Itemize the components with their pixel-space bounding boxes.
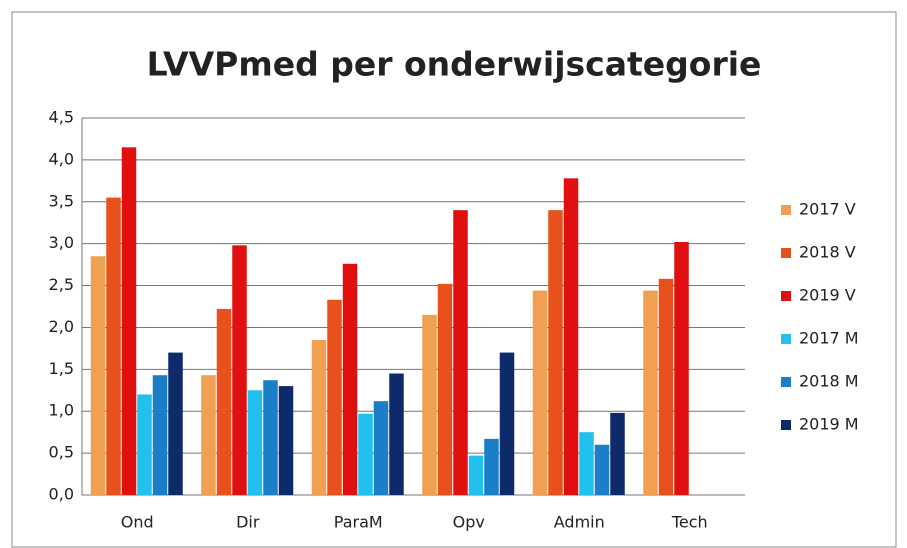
legend-label: 2017 V — [799, 200, 856, 219]
bar — [437, 283, 453, 495]
y-tick-label: 3,0 — [49, 233, 74, 252]
bar — [658, 278, 674, 495]
legend-label: 2018 V — [799, 243, 856, 262]
bar — [532, 290, 548, 495]
y-tick-label: 3,5 — [49, 191, 74, 210]
legend-swatch — [781, 291, 791, 301]
bar — [311, 340, 327, 495]
bar — [579, 432, 594, 495]
bar — [422, 314, 437, 495]
bar — [90, 256, 106, 495]
chart-title: LVVPmed per onderwijscategorie — [147, 45, 762, 84]
x-tick-label: Tech — [671, 513, 708, 532]
y-tick-label: 2,5 — [49, 275, 74, 294]
y-tick-label: 0,0 — [49, 485, 74, 504]
bar — [201, 375, 216, 495]
bar — [563, 178, 579, 495]
y-tick-label: 2,0 — [49, 317, 74, 336]
bar — [327, 299, 342, 495]
bar — [137, 394, 152, 495]
x-tick-label: ParaM — [334, 513, 383, 532]
bar — [548, 210, 563, 495]
y-tick-label: 0,5 — [49, 443, 74, 462]
legend-swatch — [781, 248, 791, 258]
x-tick-label: Opv — [453, 513, 485, 532]
y-tick-label: 4,5 — [49, 108, 74, 127]
bar — [247, 390, 263, 495]
y-tick-label: 1,0 — [49, 401, 74, 420]
legend-swatch — [781, 420, 791, 430]
legend-swatch — [781, 377, 791, 387]
bar — [594, 444, 610, 495]
x-tick-label: Admin — [554, 513, 605, 532]
bar — [342, 263, 358, 495]
bar — [674, 241, 689, 495]
bar — [643, 290, 658, 495]
bar — [373, 401, 389, 495]
bar — [389, 373, 404, 495]
bar — [278, 386, 294, 495]
legend-swatch — [781, 205, 791, 215]
legend-label: 2017 M — [799, 329, 859, 348]
y-tick-label: 1,5 — [49, 359, 74, 378]
bar — [232, 245, 247, 495]
bar — [216, 309, 232, 495]
bar — [263, 380, 278, 495]
bar — [358, 413, 373, 495]
bar — [499, 352, 515, 495]
legend-label: 2018 M — [799, 372, 859, 391]
x-tick-label: Ond — [121, 513, 154, 532]
legend-label: 2019 M — [799, 415, 859, 434]
legend-label: 2019 V — [799, 286, 856, 305]
bar — [168, 352, 183, 495]
legend-swatch — [781, 334, 791, 344]
bar — [453, 210, 468, 495]
bar — [121, 147, 137, 496]
bar — [106, 197, 121, 496]
bar — [484, 438, 499, 495]
x-tick-label: Dir — [236, 513, 260, 532]
y-tick-label: 4,0 — [49, 149, 74, 168]
bar — [610, 412, 625, 495]
bar — [468, 455, 484, 495]
bar — [152, 375, 168, 495]
